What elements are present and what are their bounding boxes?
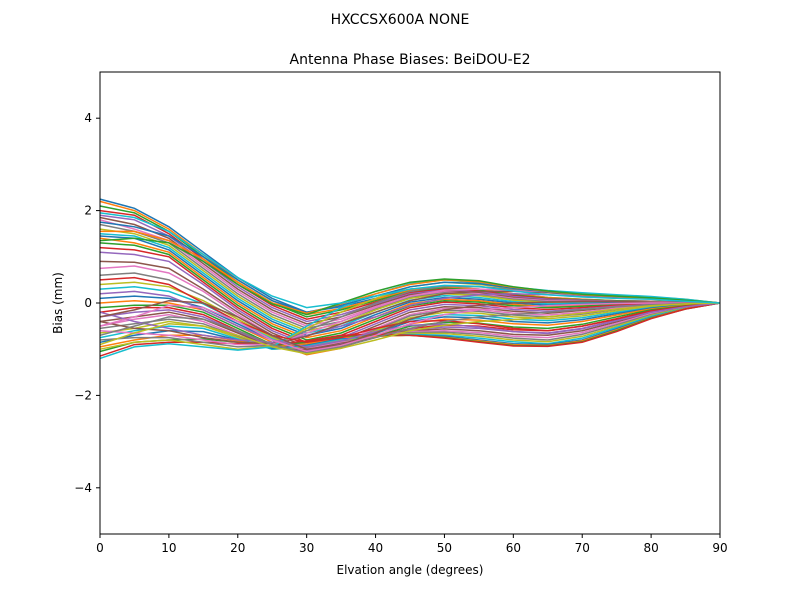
series-line-47 [99,302,720,353]
x-axis: 0 10 20 30 40 50 60 70 80 90 [96,534,728,555]
x-tick-label: 50 [437,541,452,555]
y-axis-label: Bias (mm) [51,272,65,334]
series-line-19 [99,281,721,353]
series-line-14 [99,246,720,344]
y-tick-label: −4 [74,481,92,495]
series-line-40 [99,279,721,360]
y-axis: −4 −2 0 2 4 [74,111,100,495]
series-line-30 [99,302,721,350]
y-tick-label: 4 [84,111,92,125]
series-line-50 [99,212,721,309]
series-line-49 [99,302,721,355]
chart-title: Antenna Phase Biases: BeiDOU-E2 [290,52,531,68]
x-tick-label: 0 [96,541,104,555]
series-line-17 [99,265,721,350]
series-line-48 [99,302,721,354]
series-line-43 [99,237,721,316]
x-tick-label: 80 [643,541,658,555]
series-line-46 [99,299,721,350]
series-line-35 [99,293,721,344]
series-line-27 [99,302,721,350]
x-tick-label: 40 [368,541,383,555]
x-tick-label: 90 [712,541,727,555]
series-line-23 [99,302,721,355]
y-tick-label: 0 [84,296,92,310]
figure-suptitle: HXCCSX600A NONE [331,12,470,28]
series-line-28 [99,302,721,350]
series-line-45 [99,290,721,348]
y-tick-label: 2 [84,204,92,218]
x-tick-label: 30 [299,541,314,555]
x-tick-label: 20 [230,541,245,555]
plot-lines [99,198,721,360]
x-axis-label: Elvation angle (degrees) [337,563,484,577]
x-tick-label: 10 [161,541,176,555]
y-tick-label: −2 [74,388,92,402]
x-tick-label: 60 [506,541,521,555]
x-tick-label: 70 [575,541,590,555]
